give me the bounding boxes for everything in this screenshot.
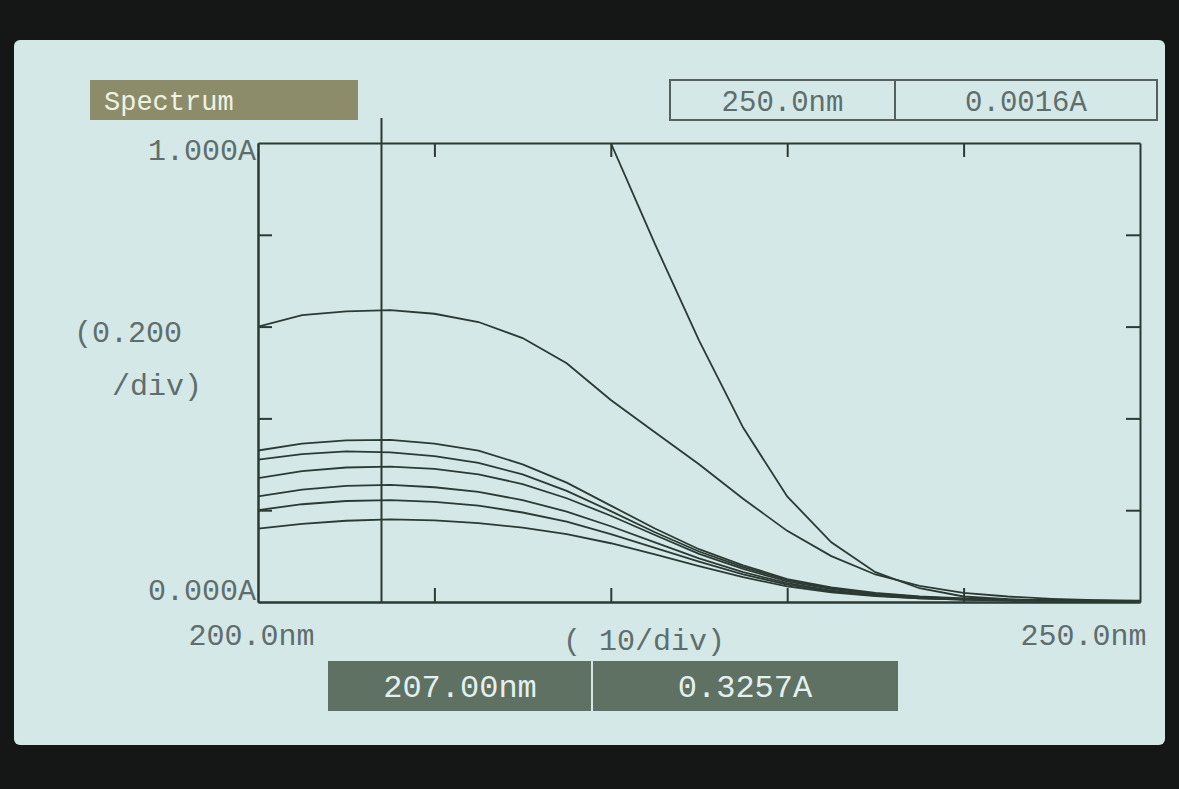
tick-mark [434, 143, 436, 157]
tick-mark [963, 143, 965, 157]
spectrum-line [258, 485, 1140, 601]
spectrum-line [611, 143, 1140, 601]
title-box [90, 80, 358, 120]
axis-line [259, 602, 1141, 604]
tick-mark [1126, 418, 1140, 420]
tick-mark [1126, 510, 1140, 512]
axis-line [258, 144, 260, 603]
spectrum-line [258, 519, 1140, 601]
spectrum-line [258, 440, 1140, 601]
readout-box [895, 80, 1157, 120]
x-minor-top [259, 143, 1141, 157]
axis-line [1140, 144, 1142, 603]
tick-mark [787, 143, 789, 157]
tick-mark [1126, 326, 1140, 328]
axis-line [258, 144, 260, 603]
tick-mark [434, 588, 436, 602]
readout-text: 0.0016A [965, 87, 1087, 120]
readout-box [670, 80, 895, 120]
spectrum-line [258, 467, 1140, 601]
tick-mark [258, 418, 272, 420]
chart: Spectrum 250.0nm 0.0016A 0.000A 1.000A 200.0n… [0, 0, 1179, 789]
axis-line [259, 602, 1141, 604]
screen [14, 40, 1165, 745]
spectrum-line [258, 500, 1140, 601]
readout-box [328, 661, 898, 711]
y-minor-right [1126, 144, 1141, 603]
tick-label: 200.0nm [189, 620, 315, 654]
tick-mark [610, 588, 612, 602]
readout-text: 250.0nm [722, 87, 844, 120]
tick-label: 250.0nm [1020, 620, 1146, 654]
division-label: (0.200 [74, 317, 182, 351]
readout-text: 0.3257A [678, 670, 813, 707]
plot-area [258, 143, 1140, 602]
division-label: /div) [112, 370, 202, 404]
tick-label: 1.000A [148, 135, 256, 169]
tick-mark [1126, 234, 1140, 236]
bezel [0, 0, 1179, 789]
tick-mark [258, 234, 272, 236]
spectrum-line [258, 310, 1140, 601]
spectrum-line [258, 451, 1140, 601]
division-label: ( 10/div) [563, 625, 725, 659]
readout-divider [591, 661, 593, 711]
tick-mark [787, 588, 789, 602]
y-minor-left [258, 144, 272, 603]
readout-text: 207.00nm [383, 670, 537, 707]
title: Spectrum [104, 88, 234, 118]
tick-label: 0.000A [148, 575, 256, 609]
axis-line [259, 143, 1141, 145]
cursor-line [380, 118, 382, 602]
